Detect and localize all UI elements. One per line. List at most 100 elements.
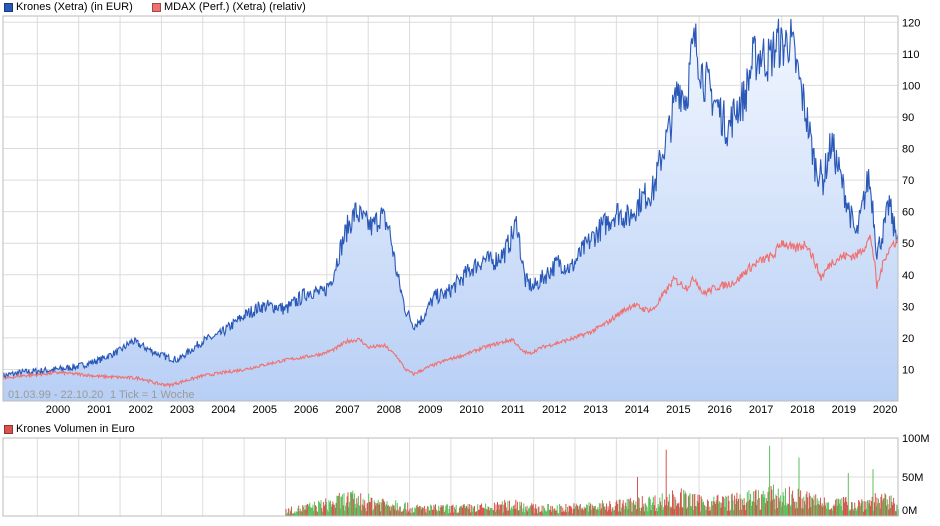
- volume-bar: [869, 499, 871, 516]
- x-tick-label: 2003: [170, 404, 194, 416]
- volume-bar: [621, 507, 623, 516]
- volume-bar: [707, 501, 709, 516]
- volume-bar: [449, 506, 451, 516]
- volume-bar: [489, 510, 491, 516]
- volume-bar: [659, 497, 661, 516]
- volume-bar: [746, 492, 748, 516]
- volume-bar: [292, 513, 294, 516]
- volume-bar: [855, 507, 856, 516]
- volume-bar: [664, 505, 666, 516]
- volume-bar: [508, 510, 510, 516]
- y-tick-label: 40: [902, 270, 914, 282]
- volume-bar: [781, 506, 782, 516]
- volume-bar: [423, 505, 425, 516]
- legend-label-mdax: MDAX (Perf.) (Xetra) (relativ): [164, 1, 306, 13]
- volume-bar: [489, 507, 491, 516]
- volume-bar: [388, 506, 390, 516]
- volume-bar: [298, 505, 300, 516]
- volume-bar: [801, 498, 803, 516]
- volume-bar: [849, 509, 851, 516]
- volume-bar: [415, 508, 417, 516]
- volume-bar: [425, 508, 427, 516]
- volume-bar: [579, 504, 581, 516]
- x-tick-label: 2013: [583, 404, 607, 416]
- volume-bar: [712, 500, 714, 516]
- volume-bar: [731, 493, 733, 516]
- volume-bar: [860, 503, 862, 516]
- volume-bar: [874, 493, 876, 516]
- volume-bar: [521, 511, 523, 516]
- volume-bar: [752, 501, 754, 516]
- volume-bar: [894, 510, 896, 516]
- volume-bar: [392, 504, 394, 516]
- volume-bar: [485, 508, 487, 516]
- volume-bar: [450, 512, 452, 516]
- main-series: [2, 18, 899, 402]
- volume-bar: [433, 504, 435, 516]
- volume-bar: [381, 498, 383, 516]
- volume-bar: [645, 503, 646, 516]
- volume-bar: [633, 500, 635, 516]
- volume-bar: [563, 511, 565, 516]
- volume-bar: [622, 500, 624, 516]
- volume-bar: [519, 501, 521, 516]
- volume-bar: [722, 496, 724, 516]
- volume-bar: [851, 502, 853, 516]
- volume-bar: [382, 498, 384, 516]
- volume-bar: [627, 509, 629, 516]
- volume-bar: [650, 510, 652, 516]
- volume-bar: [598, 509, 600, 516]
- volume-bar: [315, 506, 317, 516]
- volume-bar: [314, 505, 316, 516]
- volume-bar: [439, 510, 440, 516]
- volume-bar: [553, 508, 555, 516]
- volume-bar: [824, 505, 826, 516]
- volume-bar: [314, 501, 316, 516]
- volume-bar: [666, 496, 668, 516]
- volume-bar: [774, 509, 776, 516]
- volume-bar: [402, 511, 404, 516]
- volume-bar: [383, 500, 385, 516]
- y-tick-label: 70: [902, 175, 914, 187]
- volume-bar: [491, 508, 493, 516]
- volume-bar: [464, 505, 466, 516]
- volume-bar: [617, 503, 619, 516]
- volume-bar: [400, 506, 401, 516]
- volume-bar: [718, 501, 720, 516]
- volume-bar: [679, 507, 681, 516]
- volume-bar: [590, 503, 592, 516]
- volume-bar: [648, 497, 650, 516]
- volume-bar: [384, 502, 386, 516]
- volume-bar: [419, 506, 421, 516]
- volume-bar: [862, 511, 864, 516]
- volume-bar: [323, 506, 325, 516]
- volume-bar: [839, 499, 841, 516]
- volume-bar: [793, 501, 795, 516]
- volume-bar: [617, 511, 619, 516]
- volume-bar: [301, 511, 303, 516]
- volume-bar: [420, 509, 422, 516]
- volume-bar: [721, 502, 723, 516]
- volume-bar: [505, 502, 506, 516]
- volume-bar: [317, 512, 319, 516]
- volume-bar: [704, 506, 706, 516]
- volume-bar: [502, 512, 504, 516]
- volume-bar: [513, 506, 514, 516]
- volume-bar: [655, 511, 657, 516]
- volume-bar: [668, 494, 670, 516]
- volume-bar: [404, 502, 406, 516]
- legend-mdax: MDAX (Perf.) (Xetra) (relativ): [152, 1, 306, 13]
- volume-bar: [878, 498, 879, 516]
- y-tick-label: 50: [902, 238, 914, 250]
- legend-swatch-mdax: [152, 2, 161, 12]
- volume-bar: [629, 500, 631, 516]
- volume-bar: [656, 511, 658, 516]
- volume-bar: [448, 508, 450, 516]
- volume-bar: [565, 503, 567, 516]
- volume-bar: [445, 505, 447, 516]
- volume-bar: [286, 514, 288, 516]
- volume-bar: [816, 505, 817, 516]
- volume-bar: [536, 513, 538, 516]
- volume-bar: [579, 505, 580, 516]
